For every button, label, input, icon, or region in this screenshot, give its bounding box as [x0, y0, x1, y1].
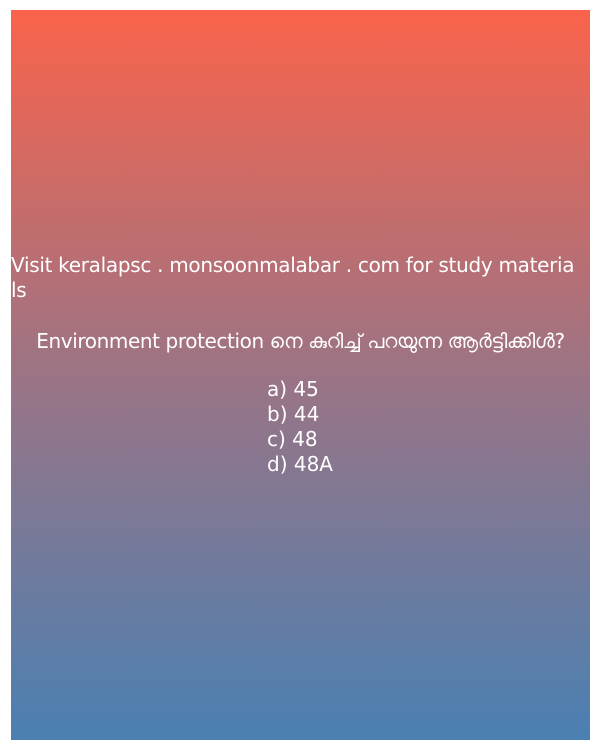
option-b: b) 44: [267, 402, 320, 426]
options-list: a) 45 b) 44 c) 48 d) 48A: [267, 377, 333, 477]
option-c: c) 48: [267, 427, 318, 451]
option-a: a) 45: [267, 377, 319, 401]
question-text: Environment protection നെ കുറിച്ച് പറയുന…: [36, 329, 565, 353]
option-d: d) 48A: [267, 452, 333, 476]
question-card: Visit keralapsc . monsoonmalabar . com f…: [11, 10, 590, 740]
promo-text: Visit keralapsc . monsoonmalabar . com f…: [11, 253, 575, 302]
